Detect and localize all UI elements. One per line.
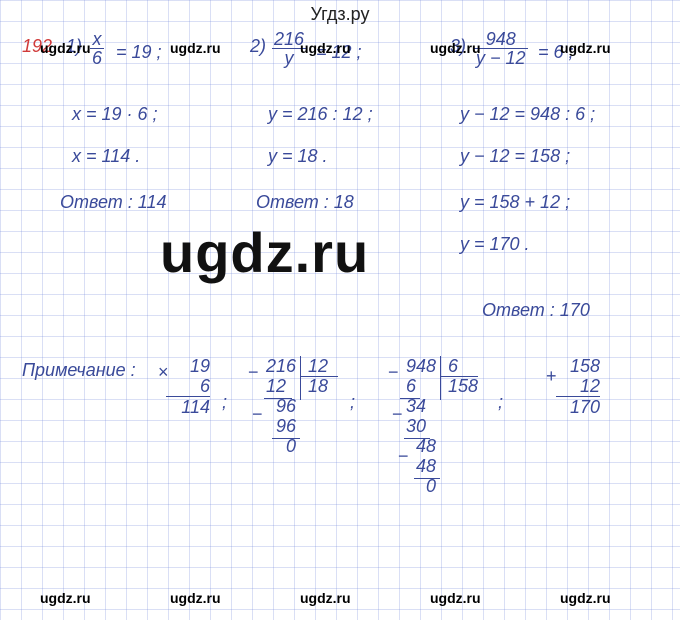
col2-line1: y = 216 : 12 ;	[268, 104, 373, 125]
col1-line1: x = 19 · 6 ;	[72, 104, 158, 125]
ld2-u2	[404, 438, 430, 439]
mult-bot: 6	[166, 376, 210, 396]
ld2-m3: −	[398, 446, 409, 467]
ld2-r6: 0	[396, 476, 436, 496]
col3-fraction: 948 y − 12	[474, 30, 528, 67]
watermark-small: ugdz.ru	[300, 590, 351, 606]
col1-eq: = 19 ;	[116, 42, 162, 63]
longdiv-2: 948 6 34 30 48 48 0 6 158	[396, 356, 478, 496]
ld1-minus: −	[248, 362, 259, 383]
add-column: 158 12 170	[556, 356, 600, 416]
note-label: Примечание :	[22, 360, 136, 381]
col3-frac-den: y − 12	[474, 49, 528, 67]
col2-frac-den: y	[283, 49, 296, 67]
ld2-vbar	[440, 356, 441, 400]
ld1-r0: 216	[256, 356, 296, 376]
col1-fraction: x 6	[90, 30, 104, 67]
col2-label: 2)	[250, 36, 266, 57]
col3-line1: y − 12 = 948 : 6 ;	[460, 104, 595, 125]
add-res: 170	[556, 396, 600, 416]
ld2-u3	[414, 478, 440, 479]
watermark-small: ugdz.ru	[300, 40, 351, 56]
ld1-quotient: 18	[306, 376, 328, 396]
watermark-small: ugdz.ru	[170, 40, 221, 56]
site-header: Угдз.ру	[0, 4, 680, 25]
mult-column: 19 6 114	[166, 356, 210, 416]
ld1-r1: 12	[256, 376, 296, 396]
watermark-big: ugdz.ru	[160, 220, 369, 285]
mult-sign: ×	[158, 362, 169, 383]
sep1: ;	[222, 392, 227, 413]
col1-frac-num: x	[91, 30, 104, 48]
watermark-small: ugdz.ru	[430, 40, 481, 56]
ld1-r4: 0	[256, 436, 296, 456]
col1-answer: Ответ : 114	[60, 192, 167, 213]
ld2-r0: 948	[396, 356, 436, 376]
watermark-small: ugdz.ru	[560, 40, 611, 56]
col3-line4: y = 170 .	[460, 234, 530, 255]
col1-line2: x = 114 .	[72, 146, 140, 167]
content-layer: 192 1) x 6 = 19 ; x = 19 · 6 ; x = 114 .…	[0, 0, 680, 620]
watermark-small: ugdz.ru	[430, 590, 481, 606]
mult-res: 114	[166, 396, 210, 416]
mult-top: 19	[166, 356, 210, 376]
watermark-small: ugdz.ru	[560, 590, 611, 606]
ld2-u1	[400, 398, 420, 399]
ld2-divisor: 6	[446, 356, 478, 376]
ld1-divisor: 12	[306, 356, 328, 376]
ld1-vbar	[300, 356, 301, 400]
ld2-minus: −	[388, 362, 399, 383]
col3-line3: y = 158 + 12 ;	[460, 192, 570, 213]
ld2-r1: 6	[396, 376, 436, 396]
ld1-u2	[272, 438, 300, 439]
watermark-small: ugdz.ru	[170, 590, 221, 606]
watermark-small: ugdz.ru	[40, 40, 91, 56]
ld2-hbar	[440, 376, 478, 377]
add-sign: +	[546, 366, 557, 387]
ld1-minus2: −	[252, 404, 263, 425]
col2-answer: Ответ : 18	[256, 192, 354, 213]
ld1-u1	[264, 398, 292, 399]
col1-frac-den: 6	[90, 49, 104, 67]
ld1-hbar	[300, 376, 338, 377]
col3-answer: Ответ : 170	[482, 300, 590, 321]
col3-line2: y − 12 = 158 ;	[460, 146, 570, 167]
sep3: ;	[498, 392, 503, 413]
sep2: ;	[350, 392, 355, 413]
col2-line2: y = 18 .	[268, 146, 328, 167]
add-bot: 12	[556, 376, 600, 396]
ld2-quotient: 158	[446, 376, 478, 396]
watermark-small: ugdz.ru	[40, 590, 91, 606]
longdiv-1: 216 12 96 96 0 12 18	[256, 356, 328, 456]
add-top: 158	[556, 356, 600, 376]
col3-frac-num: 948	[484, 30, 518, 48]
ld2-m2: −	[392, 404, 403, 425]
